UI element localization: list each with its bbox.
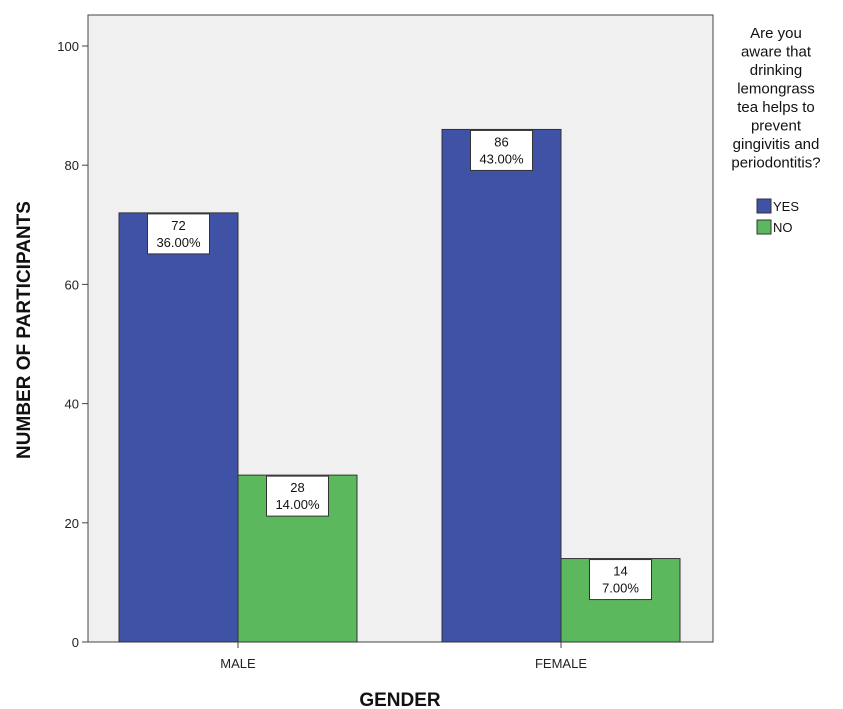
bar-yes-male [118,212,239,643]
legend-label-yes: YES [773,199,799,214]
data-label-box [470,129,533,171]
legend-title-line: prevent [751,118,802,135]
y-axis-title: NUMBER OF PARTICIPANTS [14,201,35,459]
legend-swatch-no [756,219,772,235]
data-label-count: 86 [494,134,508,149]
x-axis: MALE FEMALE [220,642,587,671]
bars-group: 72 36.00% 28 14.00% 86 43.00% 14 7.00% [118,128,681,643]
y-tick-label: 80 [65,158,79,173]
y-axis: 0 20 40 60 80 100 [57,39,88,650]
y-tick-label: 0 [72,635,79,650]
legend-swatch-yes [756,198,772,214]
legend-title-line: aware that [741,44,812,61]
y-tick-label: 60 [65,277,79,292]
data-label-box [147,213,210,255]
data-label-count: 72 [171,218,185,233]
data-label-box [589,559,652,601]
y-tick-label: 100 [57,39,79,54]
legend-title-line: lemongrass [737,81,815,98]
legend-title-line: tea helps to [737,99,815,116]
data-label-count: 14 [613,564,627,579]
legend-title-line: periodontitis? [731,155,820,172]
data-label-percent: 14.00% [275,497,320,512]
x-tick-label: MALE [220,656,256,671]
legend-title-line: gingivitis and [733,136,820,153]
x-tick-label: FEMALE [535,656,587,671]
legend-title-line: Are you [750,25,802,42]
data-label-percent: 7.00% [602,581,639,596]
legend-label-no: NO [773,220,793,235]
y-tick-label: 20 [65,516,79,531]
data-label-percent: 43.00% [479,151,524,166]
data-label-count: 28 [290,480,304,495]
data-label-box [266,475,329,517]
bar-yes-female [441,128,562,643]
data-label-percent: 36.00% [156,235,201,250]
legend-title-line: drinking [750,62,803,79]
x-axis-title: GENDER [359,690,441,709]
y-tick-label: 40 [65,397,79,412]
